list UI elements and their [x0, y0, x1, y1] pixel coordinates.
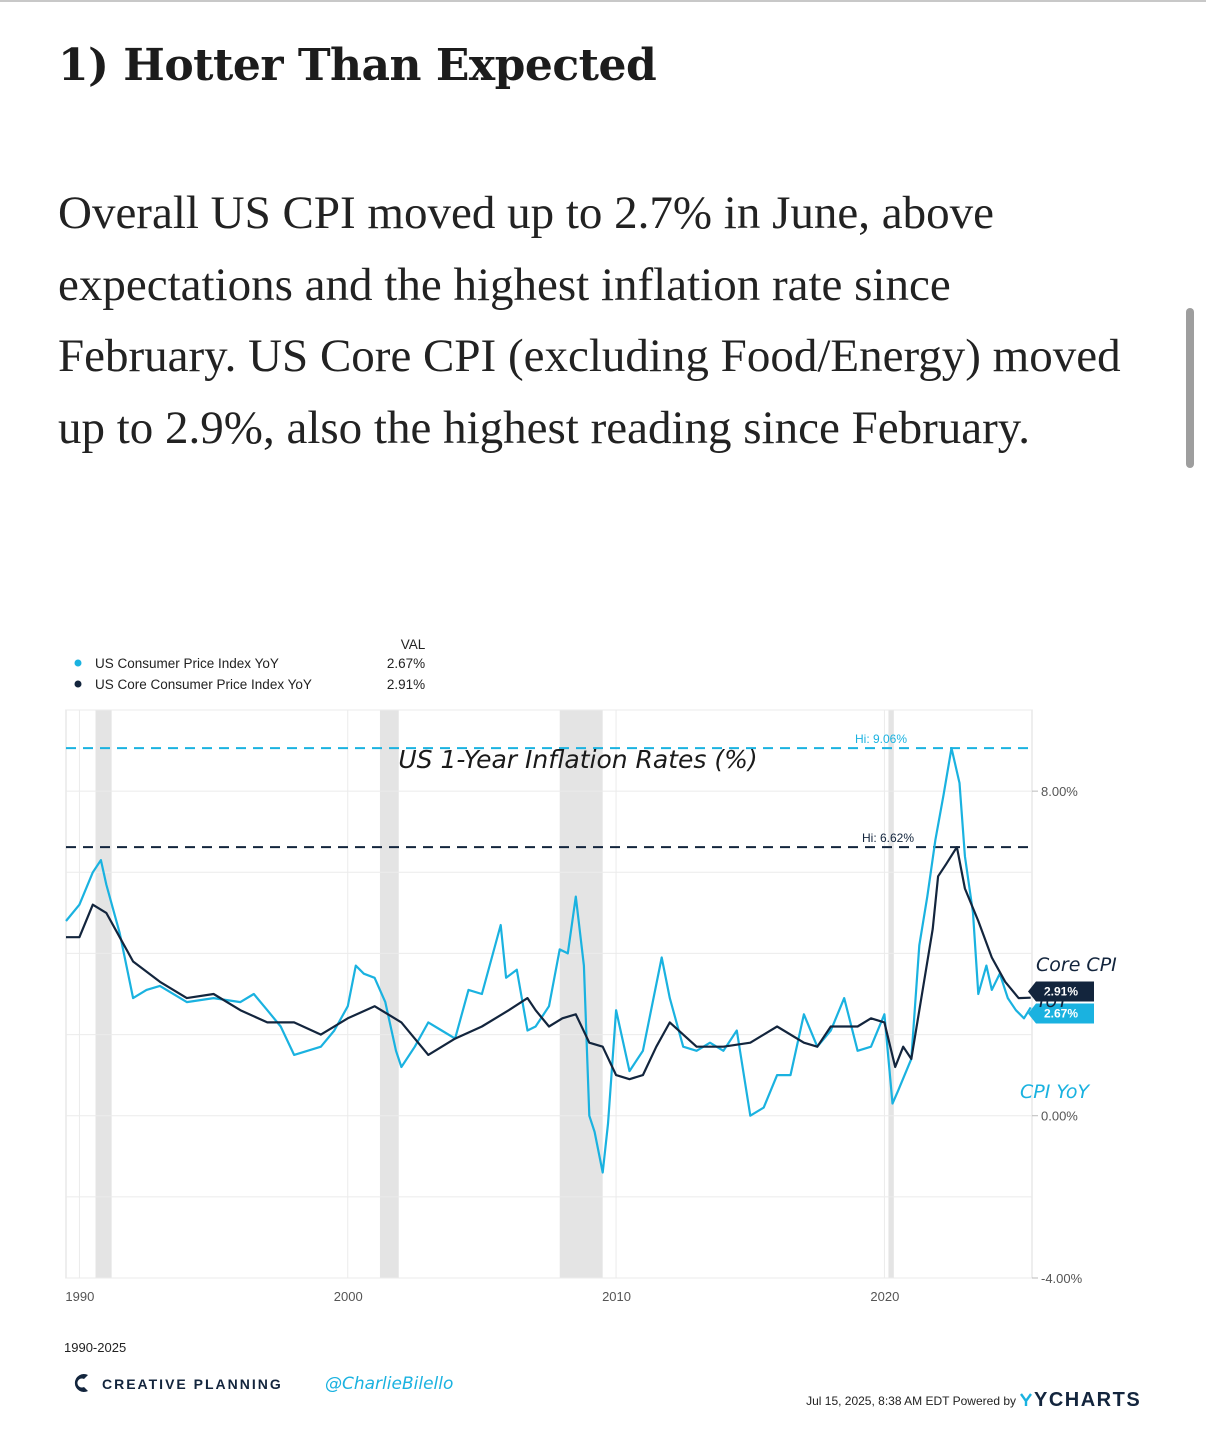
end-value-text-core: 2.91% [1044, 985, 1078, 999]
recession-band-2 [559, 710, 603, 1278]
recession-band-1 [379, 710, 399, 1278]
recession-band-0 [95, 710, 112, 1278]
recession-band-3 [888, 710, 894, 1278]
footer-timestamp: Jul 15, 2025, 8:38 AM EDT Powered by [806, 1394, 1016, 1408]
annotation-core-cpi: Core CPI [1036, 954, 1117, 976]
legend-label-cpi: US Consumer Price Index YoY [95, 656, 279, 671]
ycharts-logo [1020, 1393, 1032, 1406]
x-tick-label: 2020 [870, 1289, 899, 1304]
x-tick-label: 2000 [334, 1289, 363, 1304]
ref-label-cpi-high: Hi: 9.06% [855, 732, 907, 746]
legend-dot-cpi [74, 659, 82, 667]
y-tick-label: -4.00% [1041, 1271, 1083, 1286]
ref-label-core-high: Hi: 6.62% [862, 831, 914, 845]
x-tick-label: 1990 [65, 1289, 94, 1304]
scrollbar-thumb[interactable] [1186, 308, 1194, 468]
annotation-core-yoy: YoY [1036, 990, 1070, 1012]
x-tick-label: 2010 [602, 1289, 631, 1304]
inflation-chart: VAL US Consumer Price Index YoY 2.67% US… [64, 637, 1141, 1411]
legend-label-core-cpi: US Core Consumer Price Index YoY [95, 677, 312, 692]
footer-vendor: YCHARTS [1034, 1389, 1141, 1411]
footer-brand: CREATIVE PLANNING [102, 1376, 283, 1392]
end-value-badge-core [1028, 981, 1094, 1002]
annotation-cpi-yoy: CPI YoY [1020, 1081, 1091, 1103]
creative-planning-logo [74, 1374, 88, 1392]
legend-value-cpi: 2.67% [387, 656, 425, 671]
top-divider [0, 0, 1206, 2]
legend-dot-core-cpi [74, 680, 82, 688]
y-tick-label: 0.00% [1041, 1109, 1078, 1124]
y-tick-label: 8.00% [1041, 784, 1078, 799]
series-line-cpi [65, 747, 1032, 1174]
series-line-core-cpi [66, 846, 1031, 1081]
legend-value-core-cpi: 2.91% [387, 677, 425, 692]
chart-title: US 1-Year Inflation Rates (%) [398, 745, 757, 774]
end-value-text-cpi: 2.67% [1044, 1007, 1078, 1021]
chart-container: VAL US Consumer Price Index YoY 2.67% US… [0, 620, 1206, 1441]
section-heading: 1) Hotter Than Expected [58, 40, 657, 91]
footer-range: 1990-2025 [64, 1340, 126, 1355]
legend-val-header: VAL [401, 637, 426, 652]
end-value-badge-cpi [1028, 1003, 1094, 1024]
footer-handle: @CharlieBilello [325, 1374, 453, 1394]
article-paragraph: Overall US CPI moved up to 2.7% in June,… [58, 187, 1121, 454]
